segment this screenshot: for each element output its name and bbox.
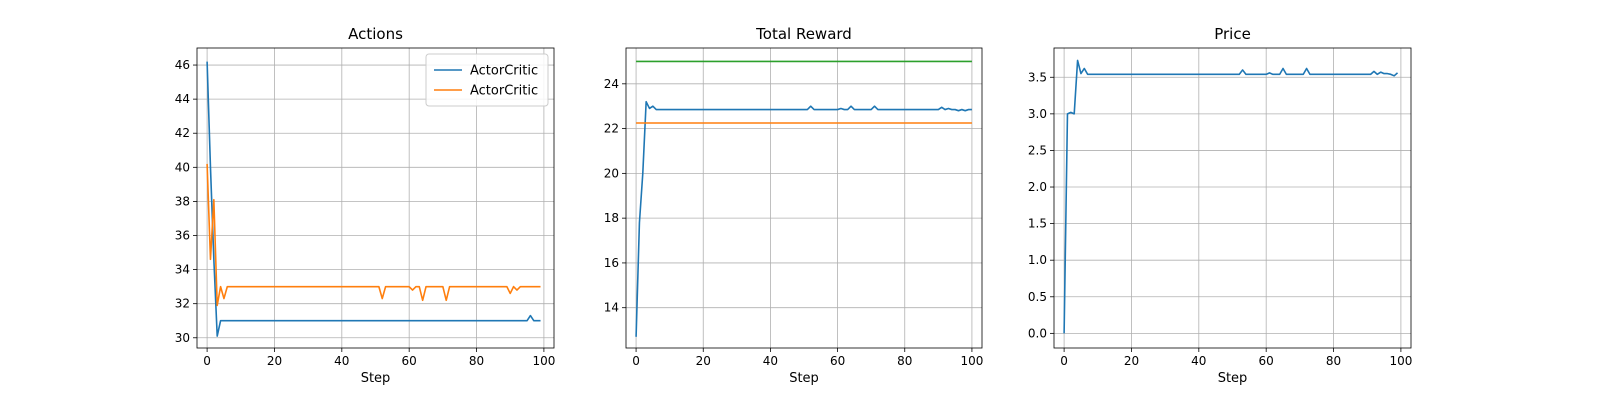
x-tick-label: 0: [203, 354, 211, 368]
y-tick-label: 1.5: [1028, 217, 1047, 231]
x-tick-label: 40: [1191, 354, 1206, 368]
y-tick-label: 36: [175, 229, 190, 243]
y-tick-label: 34: [175, 263, 190, 277]
axes-frame: [196, 47, 555, 349]
chart-panel-3: 0 20 40 60 80 100 0.0 0.5 1.0 1.5 2.0 2.5 3.0 3.5 Pric…: [1028, 25, 1412, 386]
y-tick-label: 30: [175, 331, 190, 345]
y-tick-label: 24: [604, 77, 619, 91]
x-tick-label: 100: [532, 354, 555, 368]
x-tick-label: 60: [1259, 354, 1274, 368]
y-tick-label: 18: [604, 211, 619, 225]
series-line-2: [206, 163, 541, 307]
x-tick-label: 40: [334, 354, 349, 368]
y-tick-label: 32: [175, 297, 190, 311]
legend-label: ActorCritic: [470, 84, 538, 99]
chart-title: Price: [1214, 25, 1251, 43]
y-tick-label: 46: [175, 58, 190, 72]
x-tick-label: 20: [696, 354, 711, 368]
y-tick-label: 0.5: [1028, 290, 1047, 304]
chart-panel-1: 0 20 40 60 80 100 30 32 34 36 38 40 42 44 46 Actions Ste…: [175, 25, 556, 386]
y-tick-label: 2.0: [1028, 180, 1047, 194]
y-tick-label: 42: [175, 126, 190, 140]
x-tick-label: 60: [830, 354, 845, 368]
x-axis-label: Step: [789, 371, 819, 386]
y-tick-label: 0.0: [1028, 326, 1047, 340]
series-line-1: [1063, 59, 1399, 334]
axes-frame: [1053, 47, 1412, 349]
x-tick-label: 100: [960, 354, 983, 368]
series-line-1: [635, 100, 972, 337]
y-tick-label: 2.5: [1028, 143, 1047, 157]
x-axis-label: Step: [361, 371, 391, 386]
x-axis-label: Step: [1218, 371, 1248, 386]
x-tick-label: 20: [267, 354, 282, 368]
y-tick-label: 22: [604, 122, 619, 136]
y-tick-label: 3.5: [1028, 70, 1047, 84]
x-tick-label: 0: [632, 354, 640, 368]
legend: ActorCritic ActorCritic: [425, 53, 549, 107]
chart-title: Actions: [348, 25, 403, 43]
x-tick-label: 80: [1326, 354, 1341, 368]
y-tick-label: 38: [175, 194, 190, 208]
x-tick-label: 80: [897, 354, 912, 368]
y-tick-label: 14: [604, 301, 619, 315]
legend-box: [425, 53, 549, 107]
y-tick-label: 3.0: [1028, 107, 1047, 121]
x-tick-label: 60: [402, 354, 417, 368]
chart-title: Total Reward: [755, 25, 852, 43]
x-tick-label: 40: [763, 354, 778, 368]
axes-frame: [625, 47, 983, 349]
x-tick-label: 100: [1389, 354, 1412, 368]
y-tick-label: 40: [175, 160, 190, 174]
y-tick-label: 44: [175, 92, 190, 106]
x-tick-label: 20: [1124, 354, 1139, 368]
x-tick-label: 0: [1060, 354, 1068, 368]
x-tick-label: 80: [469, 354, 484, 368]
y-tick-label: 16: [604, 256, 619, 270]
legend-label: ActorCritic: [470, 64, 538, 79]
chart-panel-2: 0 20 40 60 80 100 14 16 18 20 22 24 Total Reward Step: [604, 25, 984, 386]
y-tick-label: 20: [604, 166, 619, 180]
y-tick-label: 1.0: [1028, 253, 1047, 267]
